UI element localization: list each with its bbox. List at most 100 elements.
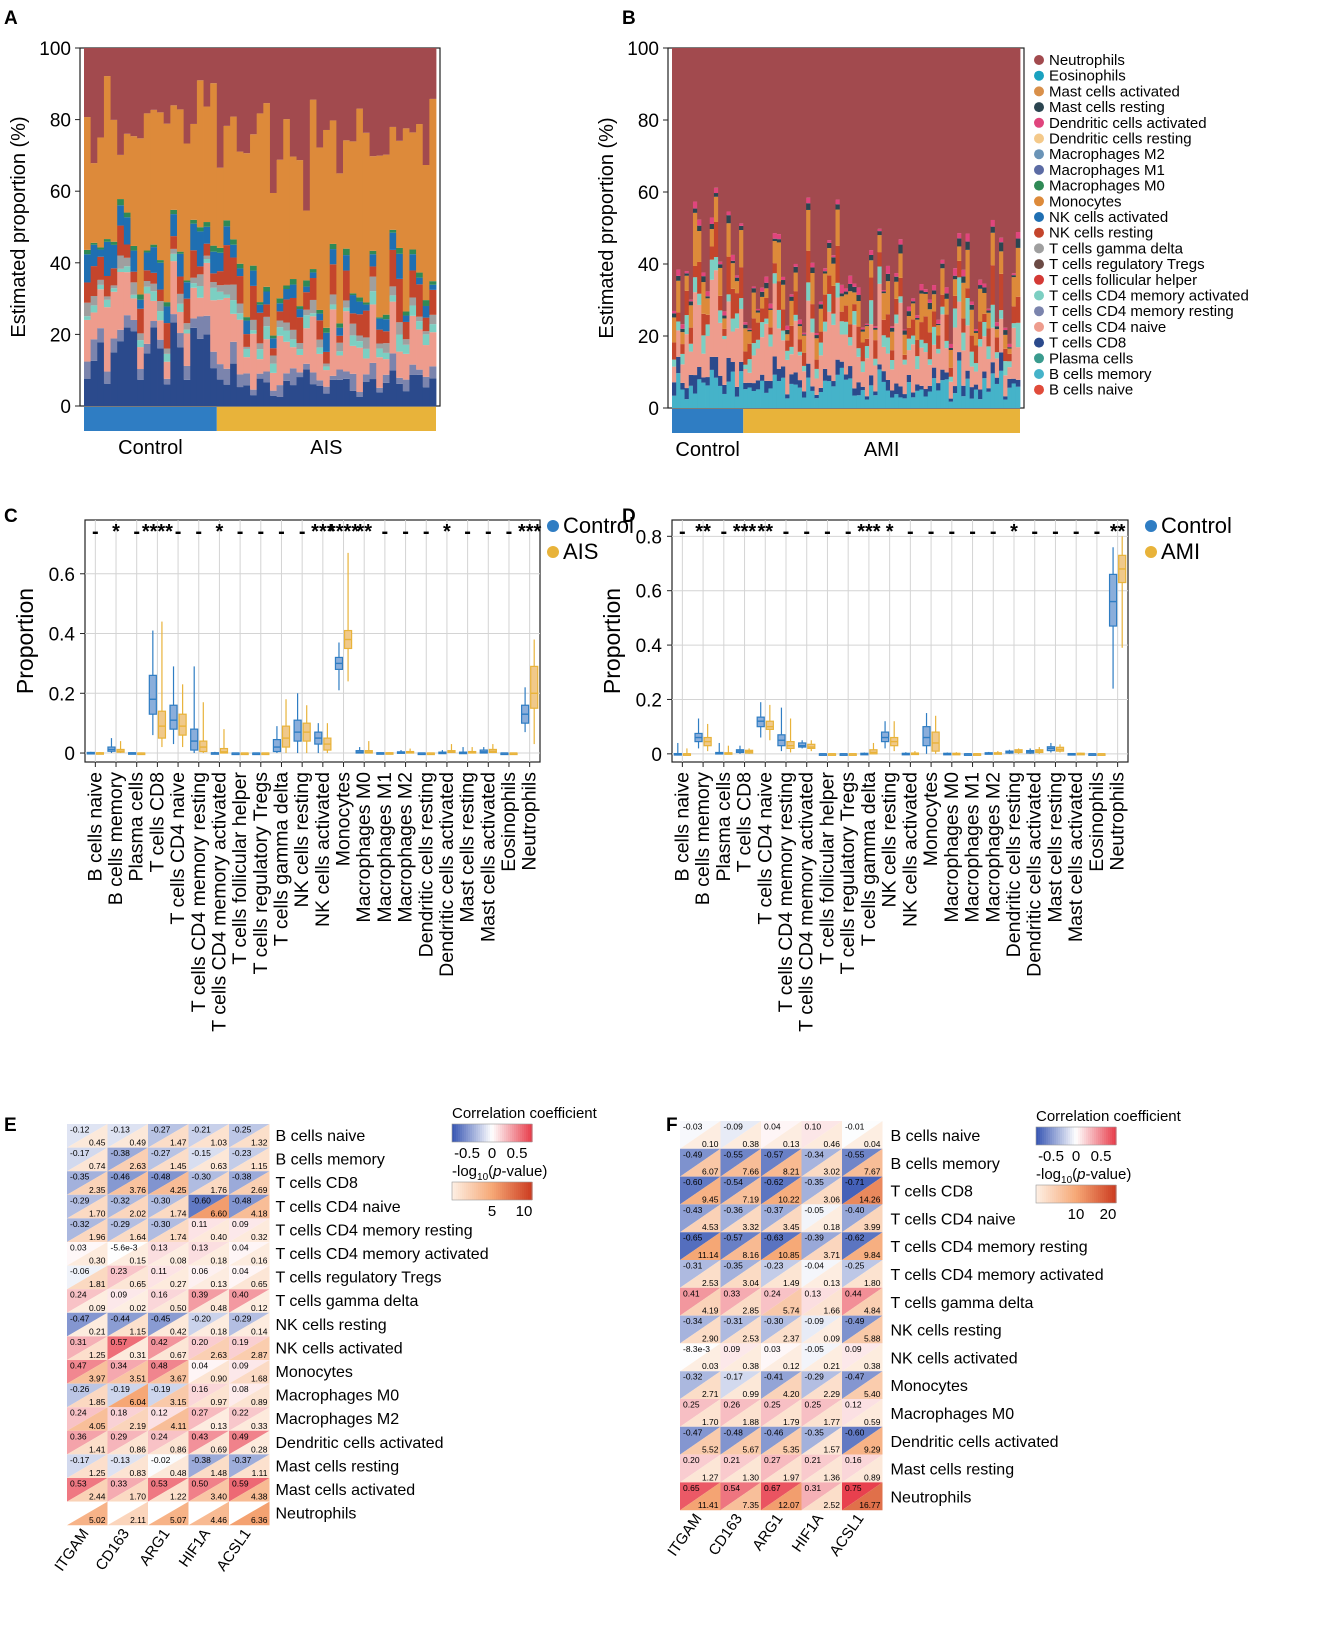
stack-segment-mast-cells-resting <box>676 275 681 281</box>
stack-segment-t-cells-cd8 <box>852 388 857 396</box>
stack-segment-t-cells-cd4-naive <box>931 344 937 368</box>
stack-segment-t-cells-cd4-naive <box>734 328 740 387</box>
heat-cell-r <box>67 1454 108 1478</box>
stack-segment-b-cells-memory <box>680 389 685 408</box>
stack-segment-monocytes <box>713 196 719 222</box>
stack-segment-t-cells-cd4-naive <box>890 369 895 391</box>
heat-cell-r <box>229 1218 270 1242</box>
stack-segment-mast-cells-resting <box>701 276 706 283</box>
heat-cell-logp <box>842 1343 883 1372</box>
y-tick-label: 0.4 <box>49 625 76 646</box>
legend-gradient-logp <box>1042 1185 1045 1203</box>
stack-segment-t-cells-cd4-memory-activated <box>940 306 945 315</box>
heat-cell-r <box>761 1204 802 1233</box>
stack-segment-nk-cells-activated <box>157 262 165 290</box>
stack-segment-t-cells-cd4-memory-activated <box>910 335 916 345</box>
heat-value-logp: 5.67 <box>742 1445 759 1455</box>
legend-dot-nk-cells-resting <box>1034 227 1044 238</box>
stack-segment-mast-cells-resting <box>730 260 736 264</box>
heat-value-r: -0.03 <box>683 1122 703 1132</box>
stack-segment-t-cells-cd4-naive <box>289 347 297 369</box>
stack-segment-monocytes <box>969 309 975 336</box>
stack-segment-t-cells-gamma-delta <box>369 276 377 292</box>
x-tick-label: NK cells resting <box>879 772 901 907</box>
heat-cell-r <box>801 1287 842 1316</box>
stack-segment-monocytes <box>369 156 377 251</box>
stack-segment-t-cells-cd4-naive <box>183 333 191 366</box>
heat-value-logp: 5.52 <box>702 1445 719 1455</box>
heat-cell-r <box>842 1148 883 1177</box>
stack-segment-dendritic-cells-activated <box>684 271 690 274</box>
stack-segment-t-cells-cd8 <box>994 377 1000 384</box>
stack-segment-t-cells-cd8 <box>789 374 794 384</box>
heat-value-r: 0.13 <box>805 1288 822 1298</box>
stack-segment-t-cells-cd4-memory-activated <box>183 329 191 334</box>
legend-dot-b-cells-naive <box>1034 384 1044 395</box>
heat-value-logp: 0.48 <box>170 1468 187 1478</box>
stack-segment-t-cells-cd4-naive <box>990 327 996 363</box>
stack-segment-b-cells-memory <box>768 388 774 408</box>
heat-value-logp: 2.52 <box>823 1500 840 1510</box>
stack-segment-t-cells-cd8 <box>701 377 706 383</box>
heat-cell-r <box>148 1360 189 1384</box>
legend-gradient-r <box>520 1124 523 1142</box>
stack-segment-t-cells-cd4-memory-activated <box>806 282 811 301</box>
legend-gradient-logp <box>494 1182 497 1200</box>
stack-segment-nk-cells-resting <box>906 327 912 339</box>
stack-segment-t-cells-cd8 <box>785 394 790 399</box>
stack-segment-t-cells-cd4-naive <box>276 335 284 386</box>
stack-segment-t-cells-cd4-memory-activated <box>276 327 284 336</box>
stack-segment-t-cells-cd8 <box>910 392 916 398</box>
heat-value-r: 0.19 <box>232 1337 249 1347</box>
stack-segment-monocytes <box>150 109 158 245</box>
stack-segment-dendritic-cells-activated <box>915 315 920 319</box>
stack-segment-neutrophils <box>776 48 782 235</box>
stack-segment-nk-cells-resting <box>772 263 778 274</box>
heat-value-r: 0.16 <box>151 1290 168 1300</box>
stack-segment-t-cells-cd4-naive <box>336 355 344 370</box>
stack-segment-mast-cells-resting <box>755 310 761 313</box>
heat-cell-r <box>148 1478 189 1502</box>
legend-gradient-logp <box>492 1182 495 1200</box>
stack-segment-monocytes <box>739 230 744 268</box>
stack-segment-nk-cells-resting <box>196 266 204 275</box>
group-bar-control <box>672 409 744 433</box>
stack-segment-t-cells-gamma-delta <box>389 286 397 296</box>
heat-value-r: -0.29 <box>232 1313 252 1323</box>
legend-gradient-logp <box>464 1182 467 1200</box>
stack-segment-t-cells-gamma-delta <box>97 279 105 285</box>
stack-segment-nk-cells-resting <box>296 317 304 344</box>
heat-cell-r <box>67 1336 108 1360</box>
stack-segment-t-cells-cd4-naive <box>709 279 715 357</box>
heat-value-r: 0.20 <box>192 1337 209 1347</box>
heat-cell-logp <box>67 1124 108 1148</box>
stack-segment-neutrophils <box>323 48 331 130</box>
stack-segment-monocytes <box>789 300 794 326</box>
stack-segment-mast-cells-resting <box>969 304 975 310</box>
stack-segment-neutrophils <box>672 48 677 311</box>
legend-gradient-r <box>1064 1127 1067 1145</box>
heat-value-r: -0.47 <box>70 1313 90 1323</box>
stack-segment-t-cells-cd4-naive <box>303 328 311 364</box>
heat-value-r: 0.22 <box>232 1408 249 1418</box>
stack-segment-t-cells-cd4-naive <box>1003 375 1008 397</box>
stack-segment-dendritic-cells-activated <box>818 301 824 305</box>
stack-segment-t-cells-cd8 <box>676 356 681 374</box>
stack-segment-nk-cells-activated <box>329 249 337 265</box>
heat-value-r: 0.48 <box>151 1361 168 1371</box>
stack-segment-t-cells-gamma-delta <box>203 255 211 259</box>
stack-segment-mast-cells-resting <box>948 347 954 351</box>
legend-dot-eosinophils <box>1034 70 1044 81</box>
y-tick-label: 0 <box>60 397 71 418</box>
stack-segment-dendritic-cells-activated <box>860 327 866 330</box>
heat-cell-r <box>188 1478 229 1502</box>
heat-value-r: 0.31 <box>805 1483 822 1493</box>
stack-segment-nk-cells-resting <box>84 282 92 303</box>
stack-segment-neutrophils <box>755 48 761 309</box>
heat-cell-logp <box>229 1383 270 1408</box>
stack-segment-nk-cells-activated <box>309 272 317 279</box>
heat-value-r: 0.36 <box>70 1431 87 1441</box>
stack-segment-t-cells-cd4-naive <box>848 345 853 367</box>
stack-segment-nk-cells-resting <box>336 335 344 343</box>
stack-segment-nk-cells-activated <box>223 226 231 246</box>
